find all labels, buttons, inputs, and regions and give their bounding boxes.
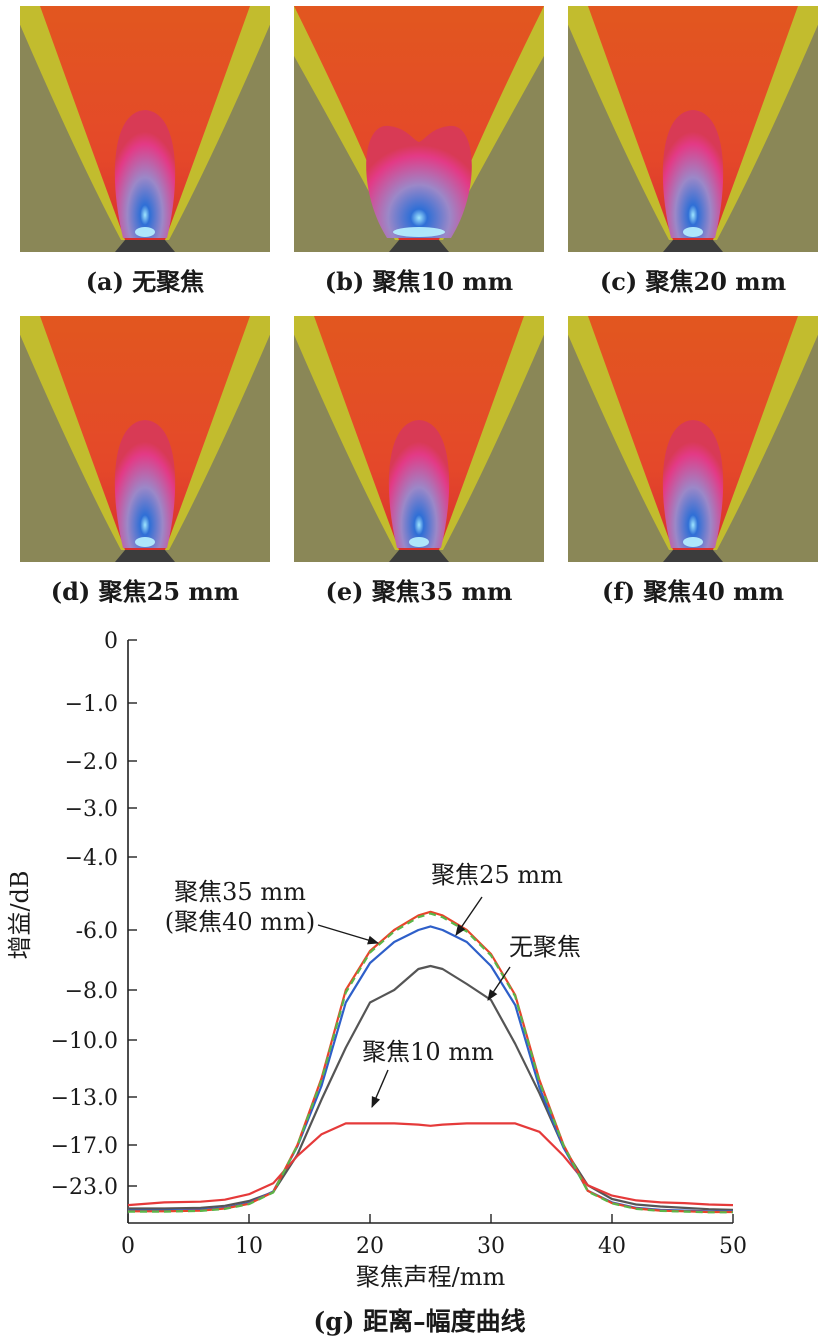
focal-spot <box>409 537 429 547</box>
transducer-block <box>663 550 723 562</box>
focal-spot <box>393 227 445 237</box>
beam-core <box>294 6 544 240</box>
transducer-block <box>115 550 175 562</box>
y-tick-label: −2.0 <box>65 750 118 775</box>
series-line <box>127 1122 734 1207</box>
chart-axes <box>127 640 733 1224</box>
focal-spot <box>135 537 155 547</box>
panel-caption-a: (a) 无聚焦 <box>85 267 205 296</box>
series-annotation: 聚焦35 mm <box>174 878 306 906</box>
field-panel-f <box>568 316 818 562</box>
acoustic-lobe <box>366 125 472 238</box>
x-tick-label: 20 <box>356 1234 384 1259</box>
series-annotation: 无聚焦 <box>509 933 581 961</box>
y-tick-label: 0 <box>104 629 118 654</box>
focal-spot <box>683 537 703 547</box>
panel-caption-d: (d) 聚焦25 mm <box>50 577 240 606</box>
chart-caption: (g) 距离–幅度曲线 <box>313 1307 526 1336</box>
series-annotation: (聚焦40 mm) <box>165 908 315 936</box>
x-axis-label: 聚焦声程/mm <box>356 1263 506 1291</box>
chart-ticks: 0 −1.0 −2.0 −3.0 −4.0 -6.0 −8.0 −10.0 −13.0 −17.0… <box>51 629 747 1259</box>
y-tick-label: -6.0 <box>76 919 118 944</box>
y-tick-label: −8.0 <box>65 979 118 1004</box>
series-line <box>128 964 734 1211</box>
y-tick-label: −10.0 <box>51 1029 118 1054</box>
series-annotation: 聚焦25 mm <box>431 861 563 889</box>
y-tick-label: −23.0 <box>51 1175 118 1200</box>
y-axis-label: 增益/dB <box>6 870 34 959</box>
panel-caption-c: (c) 聚焦20 mm <box>599 267 787 296</box>
field-panel-c <box>568 6 818 252</box>
x-tick-label: 10 <box>235 1234 263 1259</box>
panel-caption-e: (e) 聚焦35 mm <box>325 577 513 606</box>
field-panel-a <box>20 6 270 252</box>
x-tick-label: 30 <box>477 1234 505 1259</box>
transducer-block <box>663 240 723 252</box>
acoustic-lobe <box>662 420 724 548</box>
series-line <box>128 912 733 1214</box>
transducer-block <box>389 240 449 252</box>
y-tick-label: −17.0 <box>51 1134 118 1159</box>
y-tick-label: −4.0 <box>65 846 118 871</box>
y-tick-label: −13.0 <box>51 1086 118 1111</box>
annotation-arrow <box>371 1069 389 1109</box>
acoustic-lobe <box>662 110 724 238</box>
series-annotation: 聚焦10 mm <box>362 1038 494 1066</box>
acoustic-lobe <box>114 420 176 548</box>
focal-spot <box>135 227 155 237</box>
field-panel-b <box>294 6 544 252</box>
x-tick-label: 50 <box>719 1234 747 1259</box>
chart-series <box>127 910 734 1214</box>
annotation-arrow <box>317 924 380 945</box>
panel-caption-b: (b) 聚焦10 mm <box>324 267 514 296</box>
annotation-arrow <box>455 896 483 936</box>
panel-caption-f: (f) 聚焦40 mm <box>602 577 784 606</box>
transducer-block <box>115 240 175 252</box>
focal-spot <box>683 227 703 237</box>
acoustic-lobe <box>388 420 450 548</box>
series-line <box>128 925 733 1213</box>
distance-amplitude-chart: 0 −1.0 −2.0 −3.0 −4.0 -6.0 −8.0 −10.0 −13.0 −17.0… <box>6 629 747 1291</box>
y-tick-label: −3.0 <box>65 797 118 822</box>
x-tick-label: 40 <box>598 1234 626 1259</box>
field-panel-d <box>20 316 270 562</box>
x-tick-label: 0 <box>121 1234 135 1259</box>
y-tick-label: −1.0 <box>65 692 118 717</box>
acoustic-lobe <box>114 110 176 238</box>
transducer-block <box>389 550 449 562</box>
field-panel-e <box>294 316 544 562</box>
annotation-arrow <box>487 966 511 1001</box>
